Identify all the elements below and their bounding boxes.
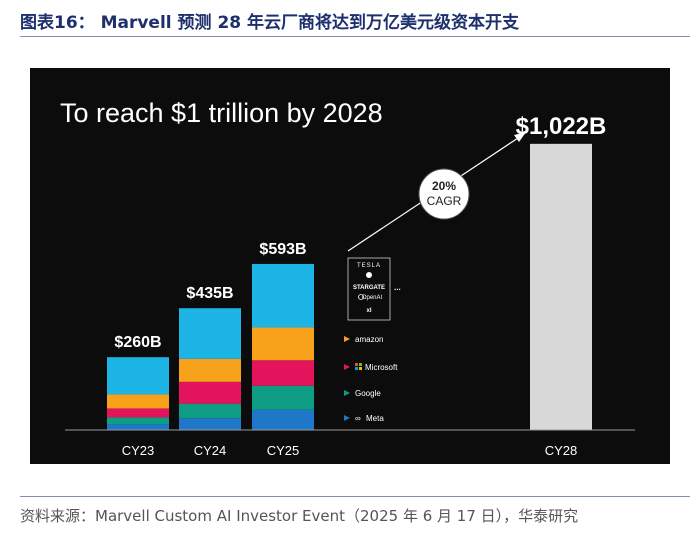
category-label-cy24: CY24 — [194, 443, 227, 458]
growth-arrowhead — [514, 132, 526, 142]
meta-logo: Meta — [366, 414, 384, 423]
bar-segment-cy23-google — [107, 417, 169, 425]
cagr-badge — [418, 168, 470, 220]
total-labels: $260B $435B $593B $1,022B — [114, 113, 606, 351]
category-labels: CY23 CY24 CY25 CY28 — [122, 443, 578, 458]
bar-segment-cy24-meta — [179, 418, 241, 430]
xai-logo: xI — [366, 308, 371, 314]
bar-segment-cy24-google — [179, 403, 241, 419]
total-label-cy24: $435B — [186, 285, 233, 302]
bar-segment-cy25-google — [252, 385, 314, 410]
bar-segment-cy24-amazon — [179, 358, 241, 382]
stargate-logo: STARGATE — [353, 285, 385, 291]
apple-icon — [366, 272, 372, 278]
cagr-rate: 20% — [432, 179, 456, 193]
openai-logo: OpenAI — [362, 295, 383, 301]
category-label-cy23: CY23 — [122, 443, 155, 458]
amazon-logo: amazon — [355, 335, 383, 344]
category-label-cy25: CY25 — [267, 443, 300, 458]
microsoft-icon-green — [359, 363, 362, 366]
bar-group — [107, 143, 592, 430]
category-label-cy28: CY28 — [545, 443, 578, 458]
bar-segment-cy23-microsoft — [107, 408, 169, 418]
others-logo-box — [347, 257, 391, 321]
bar-segment-cy24-others — [179, 308, 241, 359]
bar-segment-cy23-amazon — [107, 394, 169, 409]
microsoft-icon-blue — [355, 367, 358, 370]
bar-segment-cy23-others — [107, 357, 169, 395]
google-logo: Google — [355, 389, 381, 398]
tesla-logo: TESLA — [357, 263, 381, 269]
meta-arrow-icon — [344, 415, 350, 421]
meta-infinity-icon: ∞ — [355, 414, 361, 423]
bar-segment-cy24-microsoft — [179, 381, 241, 404]
microsoft-icon-red — [355, 363, 358, 366]
bar-segment-cy25-microsoft — [252, 360, 314, 386]
figure-source: 资料来源：Marvell Custom AI Investor Event（20… — [20, 507, 579, 525]
chart-headline: To reach $1 trillion by 2028 — [60, 98, 383, 128]
chart-panel: To reach $1 trillion by 2028 CY23 CY24 CY2… — [30, 68, 670, 464]
cagr-label: CAGR — [427, 194, 462, 208]
figure-title: 图表16： Marvell 预测 28 年云厂商将达到万亿美元级资本开支 — [20, 13, 520, 33]
google-arrow-icon — [344, 390, 350, 396]
total-label-cy28: $1,022B — [516, 113, 607, 140]
bar-segment-cy25-meta — [252, 409, 314, 430]
bar-segment-cy23-meta — [107, 424, 169, 430]
title-divider — [20, 36, 690, 37]
amazon-arrow-icon — [344, 336, 350, 342]
bar-segment-cy25-amazon — [252, 327, 314, 361]
more-companies-ellipsis: ... — [394, 283, 401, 292]
bar-cy28 — [530, 143, 592, 430]
source-divider — [20, 496, 690, 497]
total-label-cy23: $260B — [114, 334, 161, 351]
bar-segment-cy25-others — [252, 263, 314, 328]
total-label-cy25: $593B — [259, 241, 306, 258]
microsoft-logo: Microsoft — [365, 363, 398, 372]
microsoft-icon-yellow — [359, 367, 362, 370]
microsoft-arrow-icon — [344, 364, 350, 370]
capex-chart: To reach $1 trillion by 2028 CY23 CY24 CY2… — [60, 98, 635, 458]
openai-icon — [358, 294, 364, 300]
